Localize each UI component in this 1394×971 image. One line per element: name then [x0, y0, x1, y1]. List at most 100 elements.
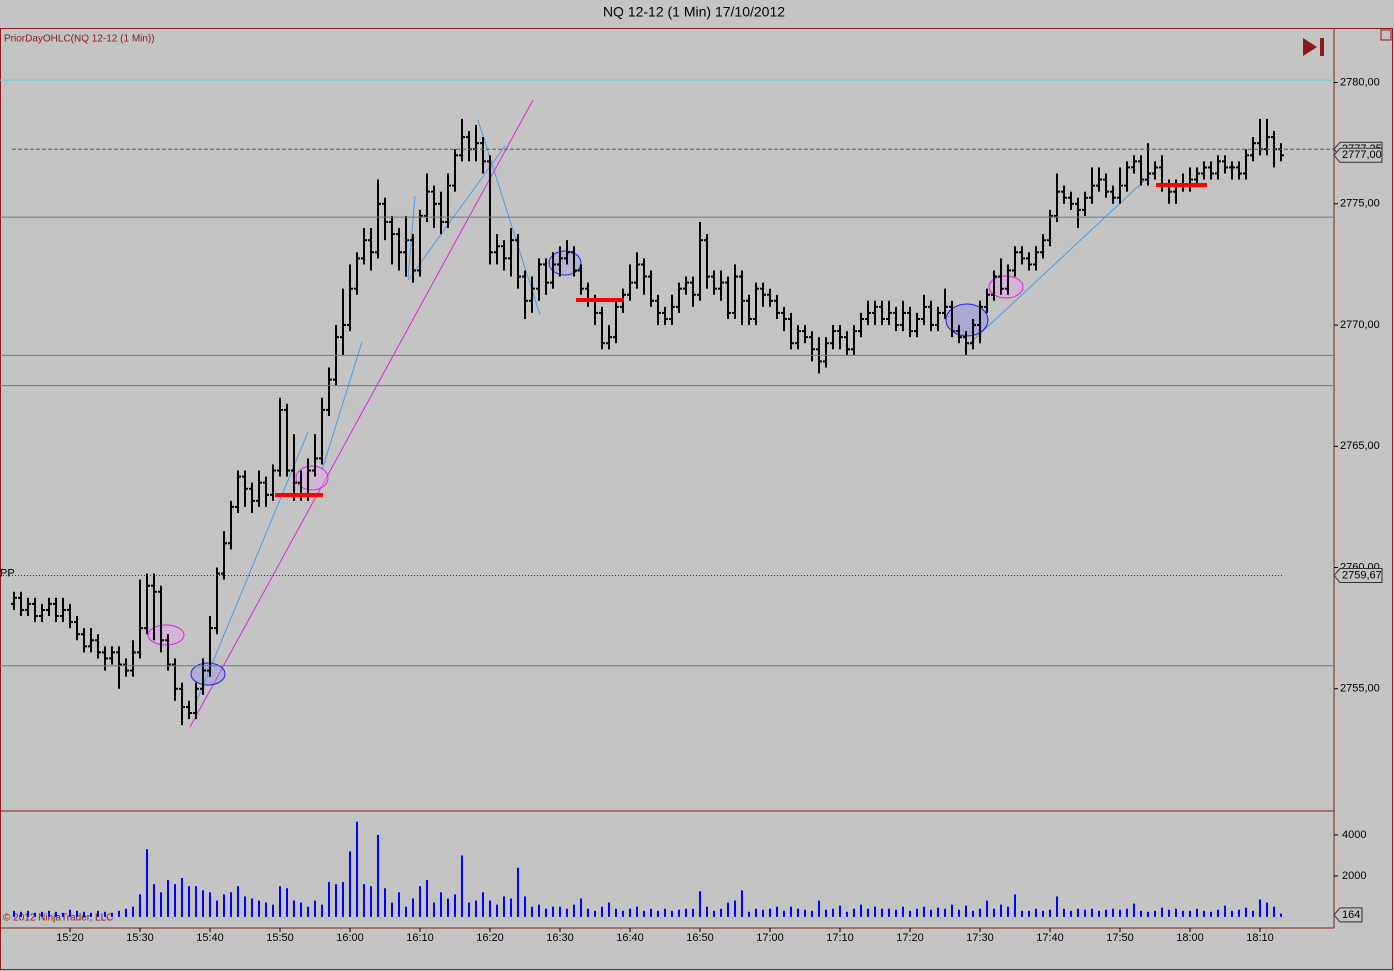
- volume-bar: [1245, 907, 1247, 917]
- volume-bar: [1224, 905, 1226, 917]
- volume-bar: [1231, 910, 1233, 917]
- volume-bar: [1273, 906, 1275, 917]
- volume-bar: [699, 891, 701, 917]
- volume-bar: [1203, 910, 1205, 917]
- volume-bar: [447, 898, 449, 917]
- volume-bar: [146, 849, 148, 917]
- volume-bar: [930, 909, 932, 917]
- marker-name: PP: [0, 567, 15, 579]
- volume-bar: [664, 908, 666, 917]
- volume-bar: [678, 909, 680, 917]
- volume-bar: [1077, 908, 1079, 917]
- x-tick-label: 15:30: [126, 932, 154, 944]
- volume-bar: [895, 909, 897, 917]
- volume-bar: [1147, 911, 1149, 917]
- volume-bar: [650, 908, 652, 917]
- volume-bar: [1133, 903, 1135, 917]
- volume-bar: [811, 910, 813, 917]
- play-icon[interactable]: [1303, 38, 1324, 56]
- volume-bar: [153, 884, 155, 917]
- volume-bar: [783, 910, 785, 917]
- copyright: © 2012 NinjaTrader, LLC: [3, 913, 113, 924]
- volume-bar: [909, 910, 911, 917]
- volume-bar: [1091, 908, 1093, 917]
- y-tick-label: 2780,00: [1340, 76, 1380, 88]
- volume-bar: [972, 910, 974, 917]
- volume-bar: [825, 909, 827, 917]
- volume-bar: [1210, 911, 1212, 917]
- volume-bar: [90, 912, 92, 917]
- volume-bar: [1175, 908, 1177, 917]
- volume-bar: [804, 909, 806, 917]
- volume-bar: [370, 886, 372, 917]
- volume-bar: [195, 886, 197, 917]
- volume-bar: [1259, 899, 1261, 917]
- volume-bar: [440, 892, 442, 917]
- volume-bar: [643, 910, 645, 917]
- x-tick-label: 16:20: [476, 932, 504, 944]
- volume-bar: [1084, 909, 1086, 917]
- volume-bar: [230, 892, 232, 917]
- volume-bar: [181, 877, 183, 917]
- volume-bar: [692, 908, 694, 917]
- x-tick-label: 16:10: [406, 932, 434, 944]
- x-tick-label: 17:50: [1106, 932, 1134, 944]
- volume-bar: [839, 905, 841, 917]
- volume-bar: [832, 908, 834, 917]
- x-tick-label: 17:00: [756, 932, 784, 944]
- f-box[interactable]: [1380, 29, 1392, 41]
- volume-bar: [762, 909, 764, 917]
- x-tick-label: 16:00: [336, 932, 364, 944]
- volume-bar: [1014, 894, 1016, 917]
- volume-bar: [83, 911, 85, 917]
- volume-bar: [97, 910, 99, 917]
- volume-bar: [1126, 908, 1128, 917]
- volume-bar: [384, 888, 386, 917]
- volume-bar: [202, 890, 204, 917]
- volume-bar: [1238, 909, 1240, 917]
- volume-bar: [594, 910, 596, 917]
- volume-bar: [1021, 910, 1023, 917]
- volume-bar: [454, 894, 456, 917]
- volume-bar: [111, 912, 113, 917]
- volume-bar: [118, 910, 120, 917]
- marker-label: 2759,67: [1342, 569, 1382, 581]
- volume-bar: [566, 908, 568, 917]
- volume-bar: [321, 904, 323, 917]
- volume-bar: [965, 905, 967, 917]
- volume-bar: [293, 900, 295, 917]
- volume-bar: [769, 908, 771, 917]
- volume-tick-label: 2000: [1342, 870, 1366, 882]
- volume-bar: [1007, 906, 1009, 917]
- volume-bar: [1042, 910, 1044, 917]
- volume-bar: [916, 908, 918, 917]
- volume-bar: [888, 908, 890, 917]
- volume-bar: [853, 908, 855, 917]
- volume-bar: [405, 906, 407, 917]
- volume-bar: [580, 898, 582, 917]
- volume-bar: [265, 902, 267, 917]
- volume-bar: [468, 902, 470, 917]
- volume-bar: [685, 908, 687, 917]
- volume-bar: [636, 906, 638, 917]
- volume-bar: [1217, 909, 1219, 917]
- volume-bar: [993, 908, 995, 917]
- frame: [0, 28, 1393, 970]
- volume-bar: [272, 904, 274, 917]
- volume-bar: [300, 902, 302, 917]
- volume-bar: [377, 834, 379, 917]
- volume-bar: [34, 912, 36, 917]
- x-tick-label: 17:10: [826, 932, 854, 944]
- volume-bar: [342, 882, 344, 917]
- volume-bar: [846, 911, 848, 917]
- volume-bar: [573, 904, 575, 917]
- volume-bar: [62, 912, 64, 917]
- volume-bar: [524, 896, 526, 917]
- volume-bar: [776, 906, 778, 917]
- x-tick-label: 15:50: [266, 932, 294, 944]
- volume-bar: [132, 906, 134, 917]
- volume-bar: [1070, 910, 1072, 917]
- volume-bar: [1154, 910, 1156, 917]
- volume-bar: [545, 908, 547, 917]
- volume-bar: [349, 851, 351, 917]
